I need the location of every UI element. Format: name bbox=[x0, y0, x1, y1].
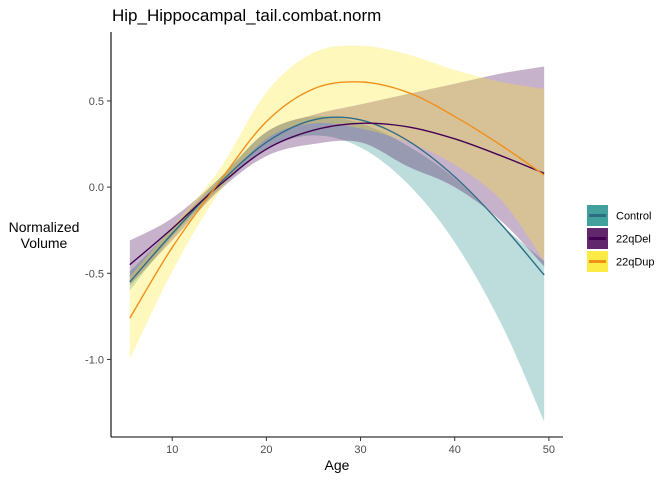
line-22qdup bbox=[129, 81, 545, 319]
x-tick-label: 30 bbox=[354, 444, 366, 456]
x-tick-label: 20 bbox=[260, 444, 272, 456]
line-22qdel bbox=[129, 122, 545, 266]
x-ticks: 10 20 30 40 50 bbox=[166, 437, 555, 456]
legend-item-22qdel: 22qDel bbox=[587, 228, 651, 249]
axes bbox=[110, 32, 563, 438]
confidence-bands bbox=[129, 45, 545, 422]
x-tick-label: 50 bbox=[543, 444, 555, 456]
series-lines bbox=[129, 81, 545, 319]
chart-title: Hip_Hippocampal_tail.combat.norm bbox=[112, 6, 381, 25]
legend: Control 22qDel 22qDup bbox=[587, 205, 655, 272]
legend-label: Control bbox=[616, 211, 651, 223]
y-axis-title-line1: Normalized bbox=[9, 219, 80, 235]
y-axis-title-line2: Volume bbox=[21, 235, 68, 251]
y-ticks: -1.0 -0.5 0.0 0.5 bbox=[85, 96, 111, 366]
x-axis-title: Age bbox=[325, 457, 350, 473]
band-22qdup bbox=[129, 45, 545, 360]
y-tick-label: -0.5 bbox=[85, 268, 104, 280]
legend-label: 22qDup bbox=[616, 257, 655, 269]
x-tick-label: 40 bbox=[449, 444, 461, 456]
legend-label: 22qDel bbox=[616, 234, 651, 246]
line-control bbox=[129, 116, 545, 283]
y-tick-label: 0.5 bbox=[89, 96, 104, 108]
x-tick-label: 10 bbox=[166, 444, 178, 456]
band-control bbox=[129, 116, 545, 422]
y-tick-label: -1.0 bbox=[85, 354, 104, 366]
y-tick-label: 0.0 bbox=[89, 182, 104, 194]
band-22qdel bbox=[129, 66, 545, 286]
legend-item-control: Control bbox=[587, 205, 651, 226]
legend-item-22qdup: 22qDup bbox=[587, 251, 655, 272]
